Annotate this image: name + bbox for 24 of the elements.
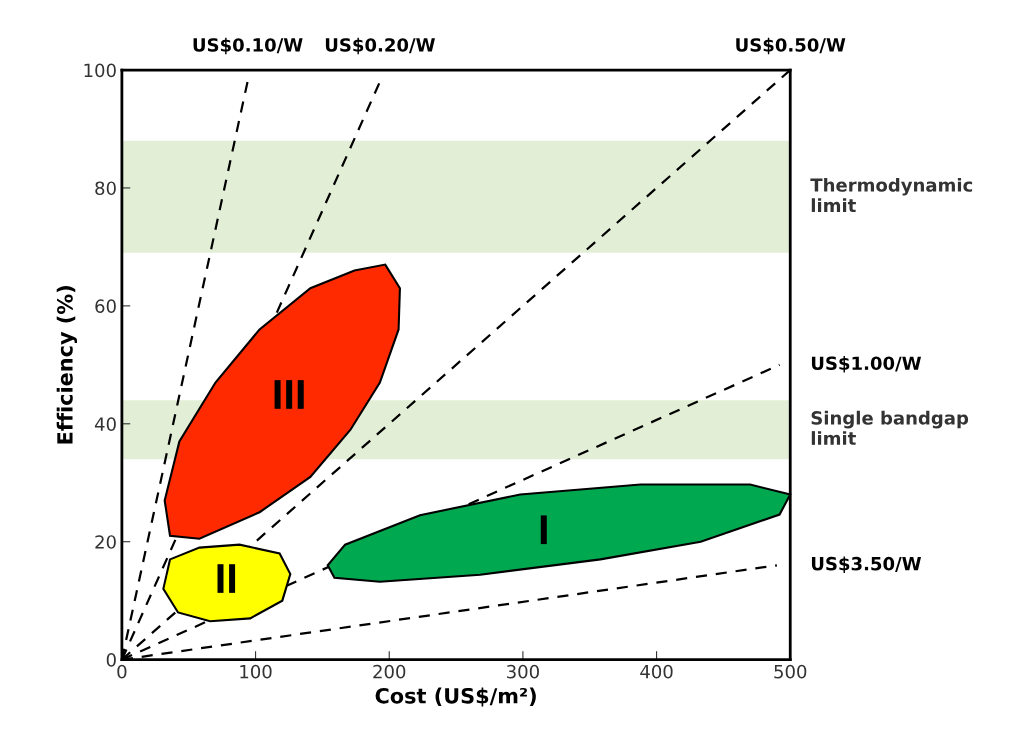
series-label: US$1.00/W — [811, 356, 922, 373]
x-tick-label: 300 — [507, 664, 539, 679]
x-tick-label: 200 — [373, 664, 406, 679]
y-tick-label: 20 — [95, 535, 116, 549]
series-label: US$3.50/W — [811, 556, 922, 573]
x-axis-title: Cost (US$/m²) — [375, 687, 536, 707]
y-tick-label: 0 — [106, 653, 116, 667]
band-label: Thermodynamic limit — [810, 177, 973, 212]
series-label: US$0.20/W — [325, 37, 435, 55]
x-tick-label: 100 — [240, 664, 272, 679]
x-tick-label: 0 — [117, 664, 127, 679]
y-axis-title: Efficiency (%) — [56, 286, 78, 444]
y-tick-label: 60 — [95, 299, 116, 313]
series-label: US$0.10/W — [193, 37, 303, 55]
band-label: Single bandgap limit — [811, 410, 969, 445]
y-tick-label: 100 — [84, 63, 116, 78]
series-label: I — [540, 515, 547, 545]
x-tick-label: 500 — [774, 664, 807, 679]
series-label: II — [217, 564, 236, 593]
y-tick-label: 80 — [95, 181, 116, 196]
series-label: US$0.50/W — [736, 37, 846, 55]
x-tick-label: 400 — [640, 664, 673, 679]
series-label: III — [274, 380, 304, 409]
y-tick-label: 40 — [94, 417, 116, 431]
